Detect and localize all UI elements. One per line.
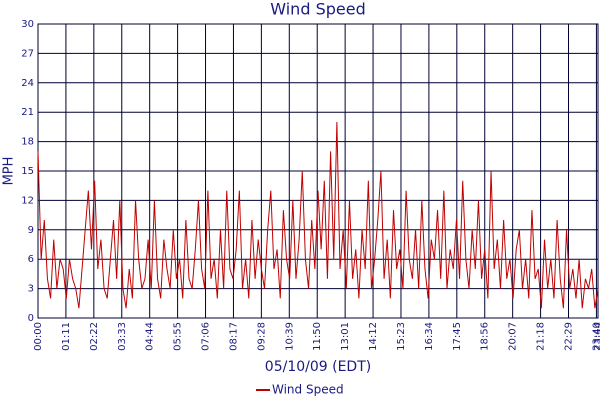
x-tick-label: 23:40 (591, 322, 600, 351)
legend-label: Wind Speed (272, 383, 344, 397)
y-tick-label: 18 (21, 137, 34, 148)
x-tick-label: 01:11 (61, 322, 72, 351)
x-tick-label: 05:55 (173, 322, 184, 351)
y-tick-label: 30 (21, 19, 34, 30)
x-axis-label: 05/10/09 (EDT) (265, 359, 371, 375)
y-tick-label: 6 (28, 254, 34, 265)
y-tick-label: 21 (21, 107, 34, 118)
y-tick-label: 3 (28, 284, 34, 295)
y-tick-label: 0 (28, 313, 34, 324)
x-tick-label: 03:33 (117, 322, 128, 351)
y-tick-label: 12 (21, 195, 34, 206)
y-tick-label: 27 (21, 48, 34, 59)
x-tick-label: 15:23 (396, 322, 407, 351)
x-tick-label: 17:45 (452, 322, 463, 351)
y-tick-label: 15 (21, 166, 34, 177)
y-tick-label: 24 (21, 78, 34, 89)
x-tick-label: 23:44 (593, 322, 600, 351)
x-tick-label: 00:00 (33, 322, 44, 351)
x-tick-label: 13:01 (340, 322, 351, 351)
x-tick-label: 11:50 (312, 322, 323, 351)
x-tick-label: 21:18 (536, 322, 547, 351)
x-tick-label: 07:06 (201, 322, 212, 351)
y-axis-label: MPH (2, 157, 17, 186)
x-tick-label: 04:44 (145, 322, 156, 351)
x-tick-label: 02:22 (89, 322, 100, 351)
x-tick-label: 22:29 (564, 322, 575, 351)
line-series (37, 121, 599, 309)
x-tick-label: 10:39 (284, 322, 295, 351)
x-tick-label: 16:34 (424, 322, 435, 351)
x-tick-label: 18:56 (480, 322, 491, 351)
chart-title: Wind Speed (270, 0, 365, 19)
y-tick-label: 9 (28, 225, 34, 236)
x-tick-label: 20:07 (508, 322, 519, 351)
x-tick-label: 09:28 (256, 322, 267, 351)
x-tick-label: 08:17 (228, 322, 239, 351)
x-tick-label: 14:12 (368, 322, 379, 351)
